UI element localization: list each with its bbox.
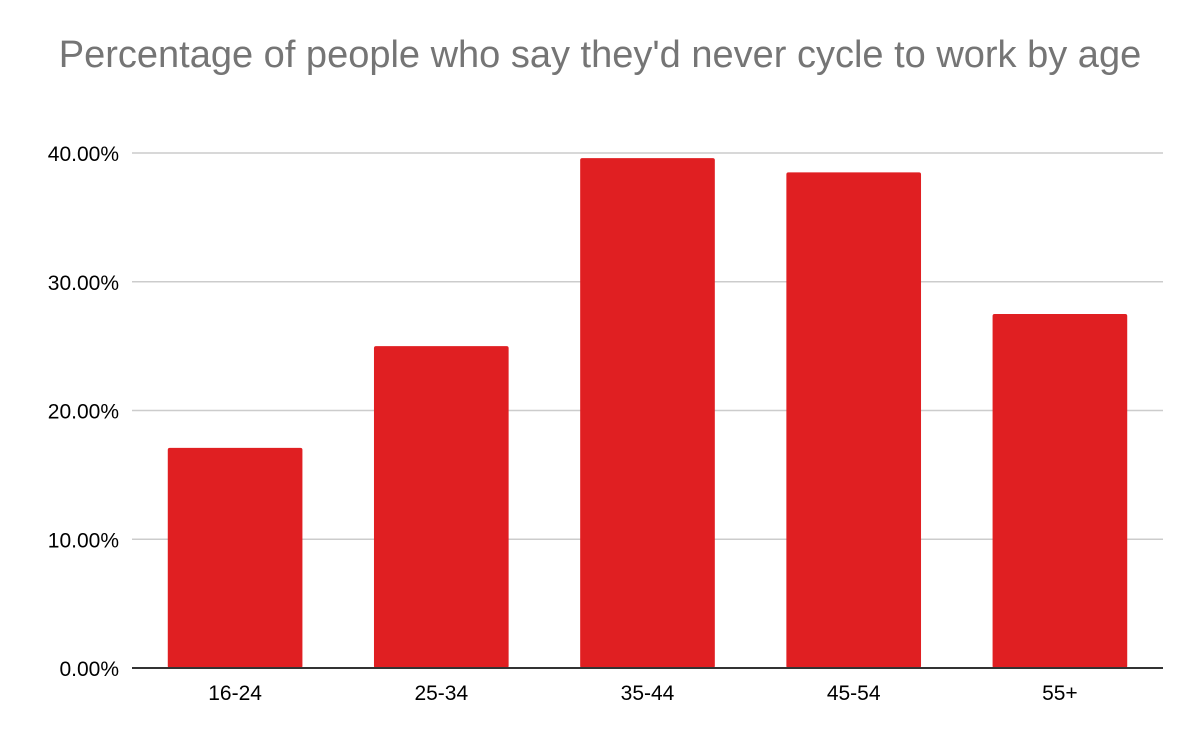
chart-title: Percentage of people who say they'd neve… [58,34,1142,76]
y-tick-label: 30.00% [48,272,119,295]
y-tick-label: 40.00% [48,143,119,166]
bar-16-24 [167,447,303,668]
bar-35-44 [580,158,715,668]
bar-45-54 [786,172,922,668]
y-tick-label: 0.00% [59,658,119,681]
x-tick-label: 16-24 [208,682,262,705]
x-tick-label: 45-54 [827,682,881,705]
x-tick-label: 25-34 [414,682,468,705]
x-tick-label: 55+ [1042,682,1078,705]
y-tick-label: 20.00% [48,401,119,424]
tick-labels: 0.00% 10.00% 20.00% 30.00% 40.00% 16-24 25-34 3… [48,143,1078,705]
x-tick-label: 35-44 [621,682,675,705]
bar-25-34 [373,346,509,668]
y-tick-label: 10.00% [48,529,119,552]
bars [167,158,1128,668]
bar-55+ [992,313,1128,668]
